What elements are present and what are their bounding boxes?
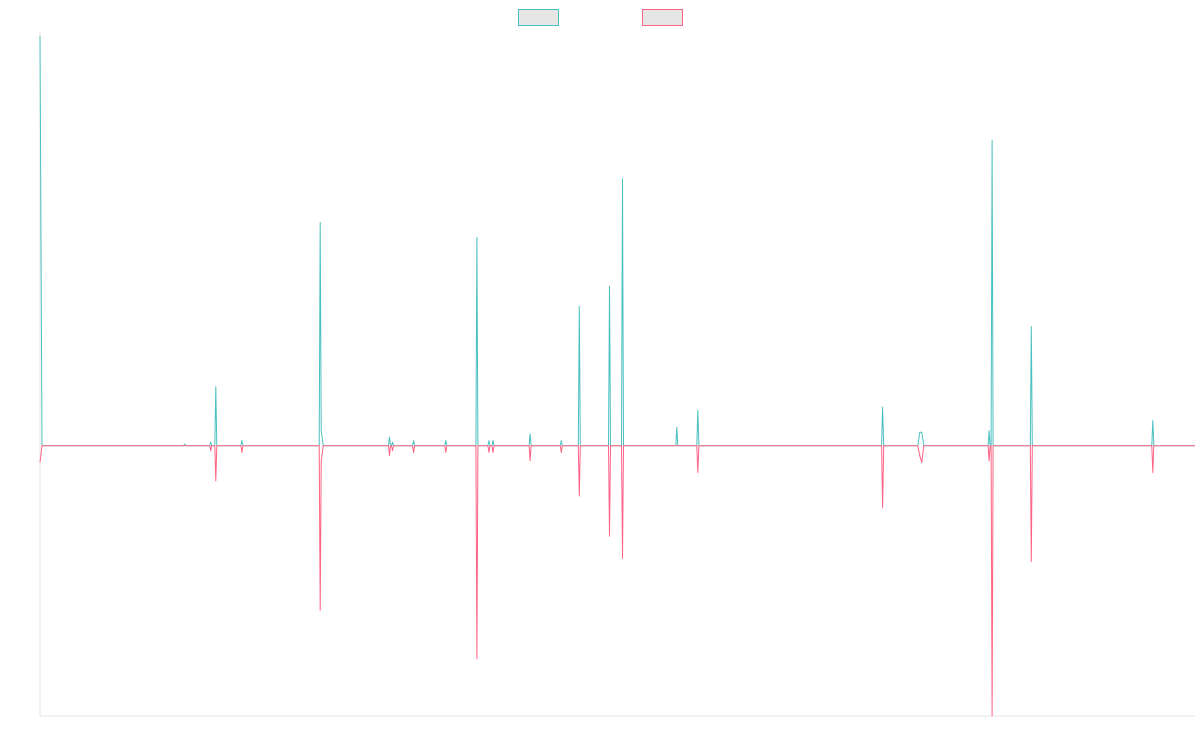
legend-swatch-2: [642, 9, 683, 26]
series-line-1: [39, 35, 1195, 447]
legend: [518, 9, 683, 26]
series-line-2: [39, 445, 1195, 717]
legend-swatch-1: [518, 9, 559, 26]
